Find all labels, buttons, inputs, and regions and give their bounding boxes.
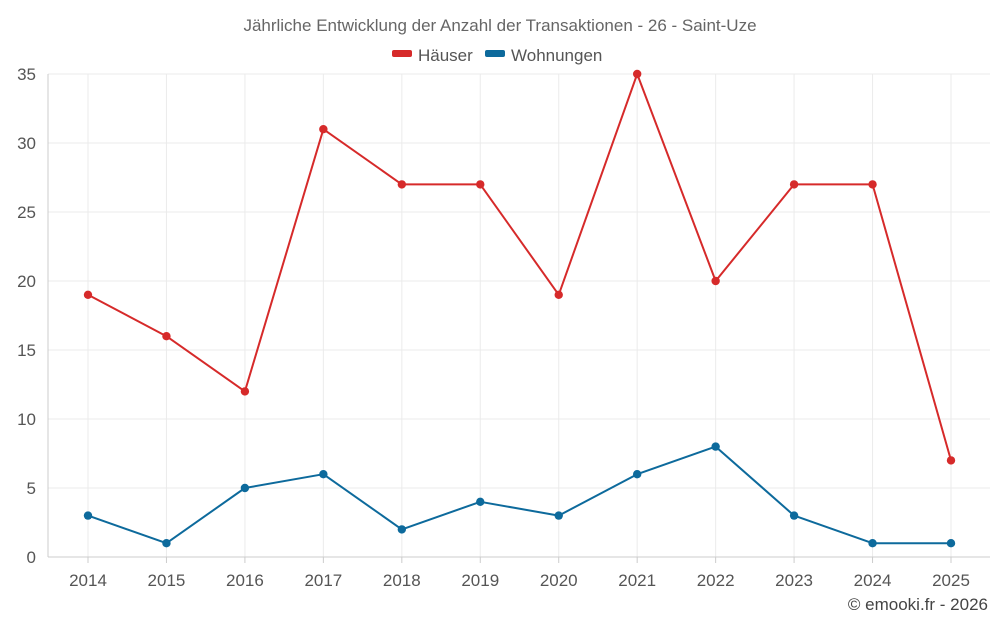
y-tick-label: 0 [27, 548, 36, 567]
legend-swatch-wohnungen [485, 50, 505, 57]
x-tick-label: 2023 [775, 571, 813, 590]
x-tick-label: 2020 [540, 571, 578, 590]
x-tick-label: 2018 [383, 571, 421, 590]
data-point-haeuser[interactable] [868, 180, 877, 189]
data-point-haeuser[interactable] [789, 180, 799, 189]
y-tick-label: 25 [17, 203, 36, 222]
credit-text: © emooki.fr - 2026 [848, 595, 988, 614]
data-point-haeuser[interactable] [162, 332, 171, 341]
y-tick-label: 15 [17, 341, 36, 360]
data-point-haeuser[interactable] [632, 69, 642, 79]
data-point-wohnungen[interactable] [789, 511, 799, 520]
x-tick-label: 2025 [932, 571, 970, 590]
data-point-haeuser[interactable] [711, 276, 720, 286]
data-point-wohnungen[interactable] [162, 539, 171, 548]
legend-label-wohnungen[interactable]: Wohnungen [511, 46, 602, 65]
data-point-wohnungen[interactable] [554, 511, 563, 520]
data-point-wohnungen[interactable] [946, 539, 956, 548]
data-point-haeuser[interactable] [397, 180, 407, 189]
x-tick-label: 2017 [304, 571, 342, 590]
y-tick-label: 5 [27, 479, 36, 498]
x-tick-label: 2016 [226, 571, 264, 590]
data-point-wohnungen[interactable] [476, 497, 485, 506]
y-tick-label: 35 [17, 65, 36, 84]
data-point-haeuser[interactable] [476, 180, 485, 189]
data-point-haeuser[interactable] [946, 456, 956, 465]
series-lines [87, 73, 952, 545]
data-point-wohnungen[interactable] [397, 525, 407, 534]
x-tick-label: 2019 [461, 571, 499, 590]
data-point-wohnungen[interactable] [319, 470, 328, 479]
data-point-haeuser[interactable] [240, 387, 250, 396]
data-point-wohnungen[interactable] [711, 442, 720, 451]
data-point-wohnungen[interactable] [632, 470, 642, 479]
data-point-haeuser[interactable] [554, 290, 563, 299]
series-line-wohnungen [87, 445, 951, 545]
legend-swatch-haeuser [392, 50, 412, 57]
legend: Häuser Wohnungen [392, 46, 602, 65]
y-tick-label: 30 [17, 134, 36, 153]
gridlines [48, 73, 990, 557]
y-tick-label: 10 [17, 410, 36, 429]
legend-label-haeuser[interactable]: Häuser [418, 46, 473, 65]
data-point-wohnungen[interactable] [83, 511, 93, 520]
x-tick-label: 2024 [854, 571, 892, 590]
x-tick-label: 2021 [618, 571, 656, 590]
series-markers [83, 69, 956, 548]
series-line-haeuser [87, 73, 952, 461]
data-point-haeuser[interactable] [83, 290, 93, 299]
chart-title: Jährliche Entwicklung der Anzahl der Tra… [243, 16, 756, 35]
x-tick-label: 2015 [148, 571, 186, 590]
x-tick-label: 2022 [697, 571, 735, 590]
data-point-wohnungen[interactable] [240, 483, 250, 493]
data-point-wohnungen[interactable] [868, 539, 877, 548]
x-tick-label: 2014 [69, 571, 107, 590]
data-point-haeuser[interactable] [319, 125, 328, 134]
y-tick-label: 20 [17, 272, 36, 291]
